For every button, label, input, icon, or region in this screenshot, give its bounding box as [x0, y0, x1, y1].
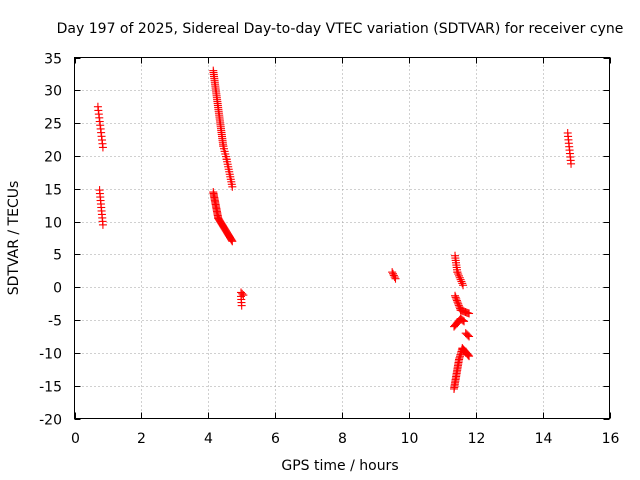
y-tick-label: 15: [44, 183, 62, 199]
y-tick-label: 5: [53, 248, 62, 264]
data-point: [388, 269, 397, 278]
data-point: [98, 220, 107, 229]
data-point: [388, 268, 397, 277]
x-tick-label: 0: [71, 431, 80, 447]
data-point: [237, 301, 246, 310]
y-tick-label: 30: [44, 84, 62, 100]
data-point: [454, 270, 463, 279]
y-axis-label: SDTVAR / TECUs: [6, 181, 22, 296]
axis-ticks: [74, 57, 611, 420]
data-series-sdtvar: [93, 66, 576, 393]
y-tick-labels: -20 -15 -10 -5 0 5 10 15 20 25 30 35: [39, 52, 62, 429]
y-tick-label: 25: [44, 117, 62, 133]
data-point: [465, 352, 474, 361]
data-point: [228, 182, 237, 191]
data-point: [453, 268, 462, 277]
x-tick-label: 6: [271, 431, 280, 447]
data-point: [457, 277, 466, 286]
y-tick-label: -5: [48, 314, 62, 330]
y-tick-label: -10: [39, 347, 62, 363]
y-tick-label: 0: [53, 281, 62, 297]
data-point: [98, 143, 107, 152]
data-point: [227, 235, 236, 244]
y-tick-label: -20: [39, 413, 62, 429]
x-axis-label: GPS time / hours: [281, 458, 398, 474]
x-tick-label: 8: [338, 431, 347, 447]
grid-lines: [74, 57, 610, 419]
data-point: [459, 281, 468, 290]
data-point: [389, 271, 398, 280]
y-tick-label: 20: [44, 150, 62, 166]
data-point: [464, 351, 473, 360]
x-tick-label: 16: [602, 431, 620, 447]
x-tick-label: 4: [204, 431, 213, 447]
x-tick-label: 10: [401, 431, 419, 447]
data-point: [391, 274, 400, 283]
x-tick-label: 2: [137, 431, 146, 447]
data-point: [455, 273, 464, 282]
data-point: [228, 237, 237, 246]
x-tick-label: 14: [535, 431, 553, 447]
plot-frame: [74, 57, 610, 419]
data-point: [465, 309, 474, 318]
data-point: [567, 159, 576, 168]
y-tick-label: 10: [44, 216, 62, 232]
data-point: [460, 317, 469, 326]
data-point: [458, 279, 467, 288]
chart-title: Day 197 of 2025, Sidereal Day-to-day VTE…: [57, 21, 624, 37]
x-tick-labels: 0 2 4 6 8 10 12 14 16: [71, 431, 619, 447]
data-point: [462, 330, 471, 339]
data-point: [463, 331, 472, 340]
data-point: [465, 332, 474, 341]
y-tick-label: 35: [44, 52, 62, 68]
data-point: [454, 271, 463, 280]
y-tick-label: -15: [39, 380, 62, 396]
x-tick-label: 12: [468, 431, 486, 447]
data-point: [390, 273, 399, 282]
data-point: [456, 275, 465, 284]
data-point: [463, 350, 472, 359]
data-point: [458, 316, 467, 325]
data-point: [227, 236, 236, 245]
